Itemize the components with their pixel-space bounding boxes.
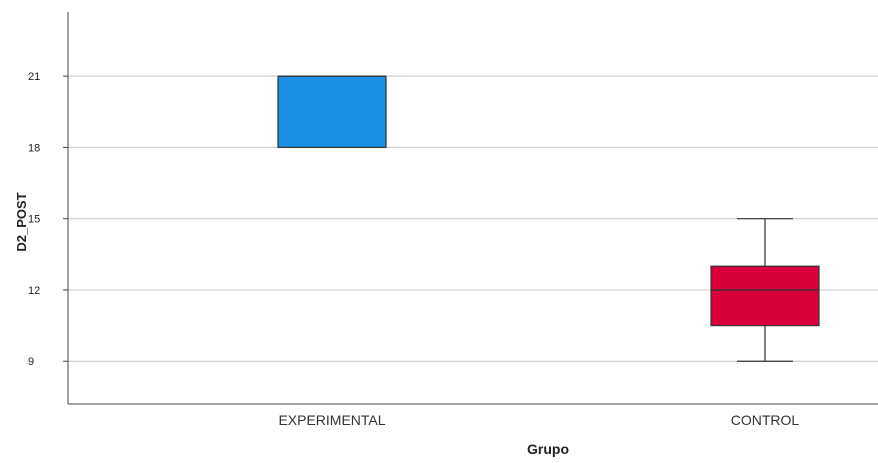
y-tick-label: 15 xyxy=(28,214,40,226)
y-axis-title: D2_POST xyxy=(14,192,29,251)
x-axis-title: Grupo xyxy=(527,441,569,457)
y-tick-labels: 9 12 15 18 21 xyxy=(28,71,68,368)
iqr-box xyxy=(710,265,820,327)
box-experimental xyxy=(277,75,387,149)
x-category-labels: EXPERIMENTAL CONTROL xyxy=(278,412,799,428)
x-category-label: CONTROL xyxy=(731,412,800,428)
y-tick-label: 18 xyxy=(28,142,40,154)
y-tick-label: 9 xyxy=(28,356,34,368)
y-tick-label: 12 xyxy=(28,285,40,297)
x-category-label: EXPERIMENTAL xyxy=(278,412,385,428)
y-tick-label: 21 xyxy=(28,71,40,83)
boxes xyxy=(277,75,820,362)
box-control xyxy=(710,218,820,362)
iqr-box xyxy=(277,75,387,149)
